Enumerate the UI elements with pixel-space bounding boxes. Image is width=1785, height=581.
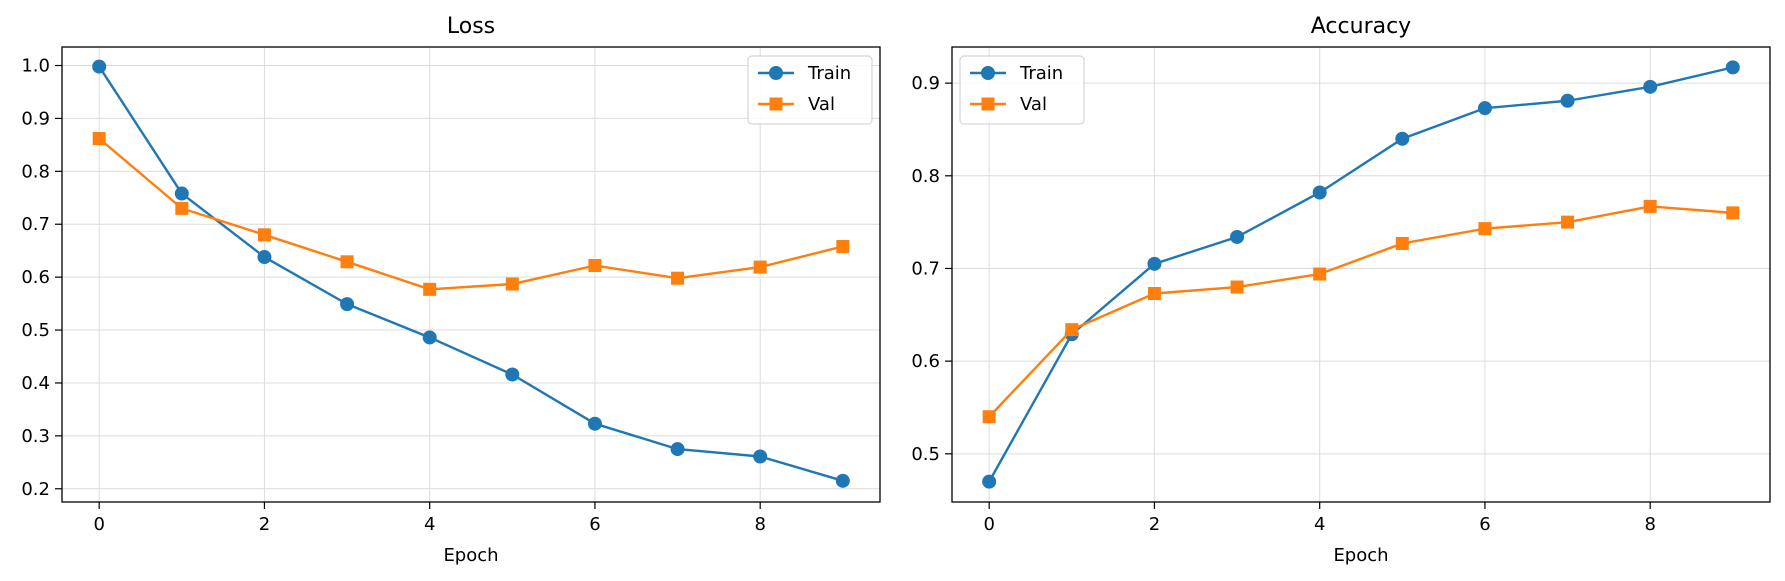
loss-val-point [340,255,354,269]
loss-val-point [92,132,106,146]
loss-train-point [422,330,437,345]
loss-train-point [753,449,768,464]
loss-grid [62,47,880,502]
loss-axes-ticks: 0 2 4 6 8 0.2 0.3 0.4 0.5 0.6 0.7 0.8 0.9 1.0 [21,56,766,535]
loss-legend: Train Val [747,55,873,125]
loss-train-point [505,367,520,382]
loss-val-point [836,239,850,253]
accuracy-legend-val-marker [981,97,995,111]
accuracy-train-point [1395,131,1410,146]
loss-val-point [423,282,437,296]
accuracy-train-point [982,474,997,489]
loss-y-tick-label: 0.2 [21,479,50,500]
loss-val-point [753,260,767,274]
accuracy-x-tick-label: 6 [1479,514,1490,535]
accuracy-x-tick-label: 4 [1314,514,1325,535]
loss-legend-train-marker [769,66,783,80]
loss-plot-frame [61,46,881,503]
loss-val-point [257,228,271,242]
loss-val-point [671,271,685,285]
loss-train-point [92,59,107,74]
loss-train-point [670,442,685,457]
accuracy-legend-val-label: Val [1020,94,1047,115]
accuracy-title: Accuracy [1311,14,1411,39]
accuracy-train-point [1643,79,1658,94]
loss-train-point [340,297,355,312]
accuracy-y-tick-label: 0.6 [911,351,940,372]
accuracy-train-point [1230,229,1245,244]
accuracy-train-point [1725,60,1740,75]
loss-legend-train-label: Train [807,63,851,84]
loss-y-tick-label: 0.6 [21,267,50,288]
loss-x-tick-label: 4 [424,514,435,535]
accuracy-x-axis-label: Epoch [1333,545,1388,566]
accuracy-val-point [1561,215,1575,229]
loss-val-point [175,201,189,215]
accuracy-panel: 0 2 4 6 8 0.5 0.6 0.7 0.8 0.9 Accuracy Epoch Trai… [911,14,1771,566]
loss-train-point [835,473,850,488]
accuracy-plot-frame [951,46,1771,503]
loss-train-point [174,186,189,201]
accuracy-train-point [1147,256,1162,271]
loss-train-point [257,250,272,265]
loss-train-line [98,65,844,482]
accuracy-y-tick-label: 0.9 [911,73,940,94]
accuracy-train-point [1312,185,1327,200]
loss-val-point [588,259,602,273]
loss-y-tick-label: 0.3 [21,426,50,447]
accuracy-val-point [1478,222,1492,236]
accuracy-val-point [1395,236,1409,250]
loss-title: Loss [447,14,495,39]
loss-y-tick-label: 0.8 [21,161,50,182]
loss-x-axis-label: Epoch [443,545,498,566]
accuracy-val-point [1726,206,1740,220]
accuracy-val-point [1643,199,1657,213]
accuracy-series [982,60,1740,489]
loss-y-tick-label: 1.0 [21,56,50,77]
accuracy-val-point [1065,323,1079,337]
accuracy-y-tick-label: 0.5 [911,444,940,465]
accuracy-y-tick-label: 0.7 [911,258,940,279]
loss-legend-val-marker [769,97,783,111]
loss-x-tick-label: 0 [93,514,104,535]
loss-x-tick-label: 2 [259,514,270,535]
accuracy-train-point [1477,101,1492,116]
loss-x-tick-label: 6 [589,514,600,535]
accuracy-axes-ticks: 0 2 4 6 8 0.5 0.6 0.7 0.8 0.9 [911,73,1656,535]
loss-series [92,59,850,488]
loss-y-tick-label: 0.7 [21,214,50,235]
accuracy-legend-train-marker [981,66,995,80]
accuracy-legend-train-label: Train [1019,63,1063,84]
loss-panel: 0 2 4 6 8 0.2 0.3 0.4 0.5 0.6 0.7 0.8 0.9 1.0 Loss Ep… [21,14,881,566]
accuracy-legend: Train Val [959,55,1085,125]
accuracy-train-line [988,66,1734,483]
accuracy-x-tick-label: 2 [1149,514,1160,535]
accuracy-x-tick-label: 8 [1644,514,1655,535]
loss-x-tick-label: 8 [754,514,765,535]
accuracy-y-tick-label: 0.8 [911,166,940,187]
accuracy-val-point [982,410,996,424]
loss-y-tick-label: 0.9 [21,108,50,129]
accuracy-x-tick-label: 0 [983,514,994,535]
accuracy-val-point [1313,267,1327,281]
loss-y-tick-label: 0.5 [21,320,50,341]
loss-val-point [505,277,519,291]
accuracy-val-line [988,205,1733,418]
loss-y-tick-label: 0.4 [21,373,50,394]
loss-legend-val-label: Val [808,94,835,115]
accuracy-val-point [1230,280,1244,294]
loss-val-line [98,137,844,291]
accuracy-train-point [1560,93,1575,108]
accuracy-val-point [1147,286,1161,300]
loss-train-point [587,416,602,431]
